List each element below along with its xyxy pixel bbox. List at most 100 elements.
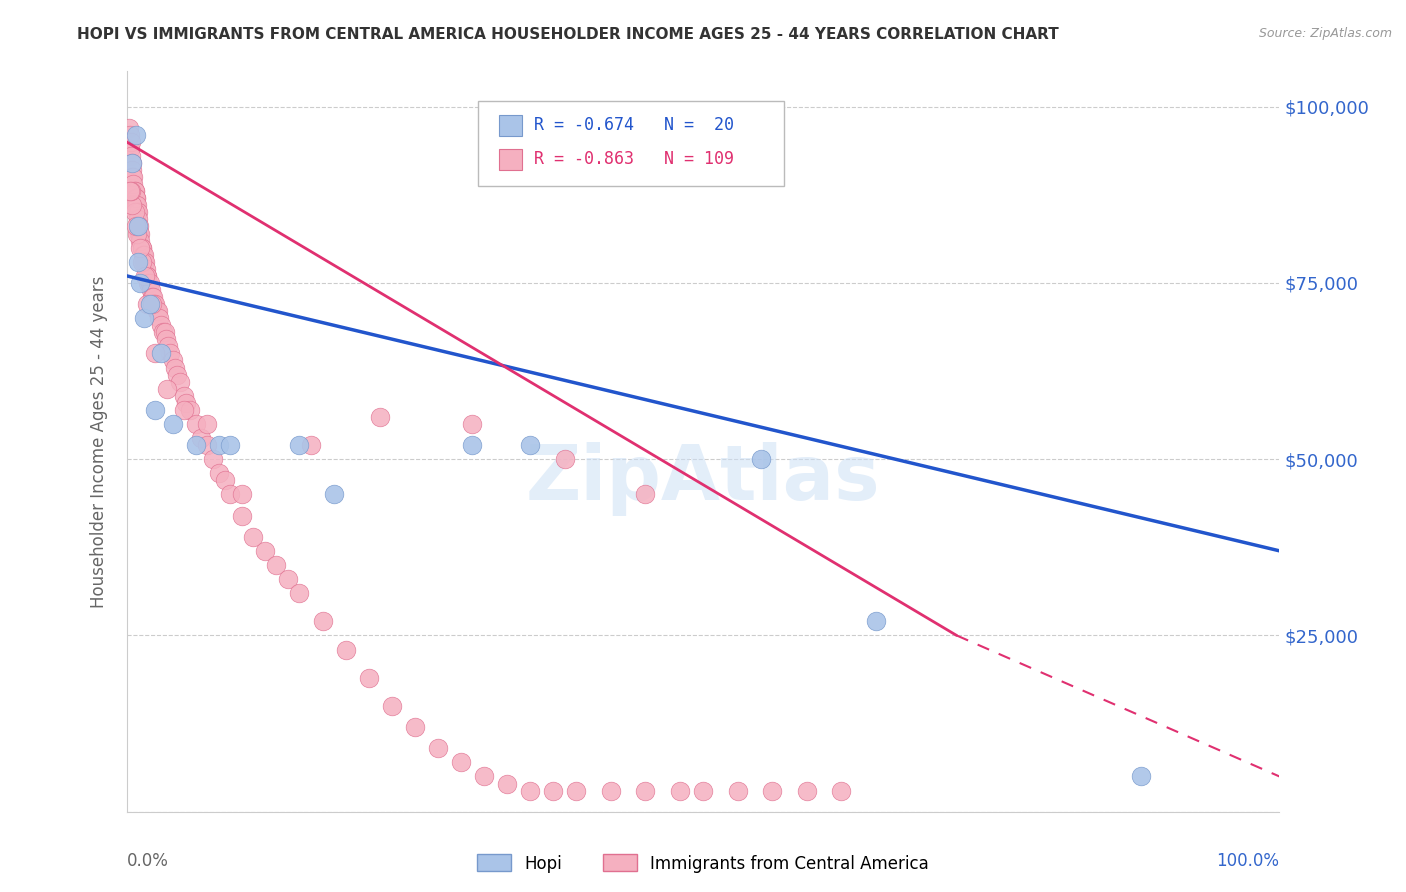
Point [121,163,143,178]
Point [150,346,173,360]
Point [122,170,145,185]
Point [368,409,391,424]
Point [121,198,143,212]
Point [129,241,152,255]
Point [865,615,887,629]
Point [128,227,150,241]
Point [669,783,692,797]
Point [219,438,242,452]
Point [131,248,153,262]
Point [195,438,218,452]
Point [169,375,191,389]
Point [288,438,311,452]
Point [634,487,657,501]
Point [162,353,184,368]
Text: Source: ZipAtlas.com: Source: ZipAtlas.com [1258,27,1392,40]
Point [426,741,449,756]
Point [124,184,146,198]
Point [122,177,145,191]
Point [124,205,146,219]
Point [132,311,155,326]
Point [118,184,141,198]
Point [184,438,207,452]
Point [166,368,188,382]
Point [541,783,564,797]
Point [761,783,783,797]
Point [150,318,173,333]
Point [125,191,148,205]
Point [135,261,157,276]
Point [146,304,169,318]
Point [127,205,149,219]
Text: R = -0.863   N = 109: R = -0.863 N = 109 [533,151,734,169]
Point [179,402,201,417]
Point [132,248,155,262]
Bar [499,115,522,136]
Point [202,452,225,467]
Point [176,396,198,410]
Point [120,184,142,198]
Point [727,783,749,797]
Point [148,311,170,326]
Point [145,304,167,318]
Point [127,219,149,234]
Point [155,332,177,346]
Point [152,325,174,339]
Point [127,254,149,268]
Point [195,417,218,431]
Point [277,572,299,586]
Point [190,431,212,445]
Legend: Hopi, Immigrants from Central America: Hopi, Immigrants from Central America [471,847,935,880]
Point [131,241,153,255]
Point [749,452,772,467]
Point [145,346,166,360]
Point [796,783,818,797]
Point [450,756,472,770]
Point [266,558,288,572]
Point [138,276,160,290]
Point [162,417,184,431]
Point [208,438,231,452]
Y-axis label: Householder Income Ages 25 - 44 years: Householder Income Ages 25 - 44 years [90,276,108,607]
Point [634,783,657,797]
Point [184,417,207,431]
Bar [478,101,783,186]
Point [131,254,153,268]
Point [461,417,484,431]
Point [145,297,166,311]
Point [299,438,322,452]
Point [134,268,156,283]
Point [404,720,426,734]
Text: ZipAtlas: ZipAtlas [526,442,880,516]
Point [121,156,143,170]
Point [159,346,181,360]
Point [323,487,346,501]
Point [124,184,146,198]
Point [118,128,141,142]
Text: 100.0%: 100.0% [1216,853,1279,871]
Point [599,783,621,797]
Point [335,642,357,657]
Point [129,276,152,290]
Point [136,268,159,283]
Point [141,290,163,304]
Point [136,268,159,283]
Point [163,360,186,375]
Point [143,297,166,311]
Point [357,671,380,685]
Point [242,530,264,544]
Point [125,219,148,234]
Point [118,120,141,135]
Point [136,297,159,311]
Point [1130,769,1153,783]
Point [125,227,148,241]
Point [219,487,242,501]
Point [145,402,166,417]
Point [120,135,142,149]
Point [381,698,404,713]
Text: R = -0.674   N =  20: R = -0.674 N = 20 [533,117,734,135]
Point [157,339,180,353]
Point [519,783,541,797]
Bar [499,149,522,169]
Text: 0.0%: 0.0% [127,853,169,871]
